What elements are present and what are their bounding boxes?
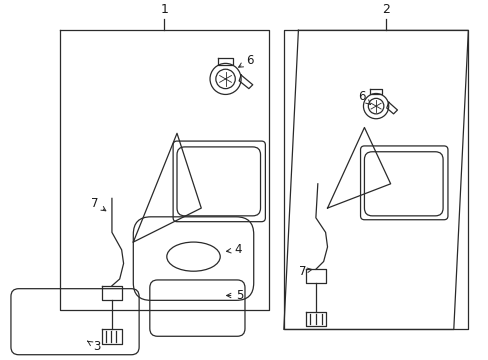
- Text: 6: 6: [357, 90, 370, 104]
- Text: 6: 6: [238, 54, 253, 67]
- Text: 7: 7: [298, 265, 311, 278]
- Text: 4: 4: [226, 243, 242, 256]
- Text: 3: 3: [87, 341, 100, 354]
- Text: 5: 5: [226, 289, 244, 302]
- Text: 2: 2: [381, 3, 389, 16]
- Text: 1: 1: [160, 3, 168, 16]
- Text: 7: 7: [90, 197, 105, 211]
